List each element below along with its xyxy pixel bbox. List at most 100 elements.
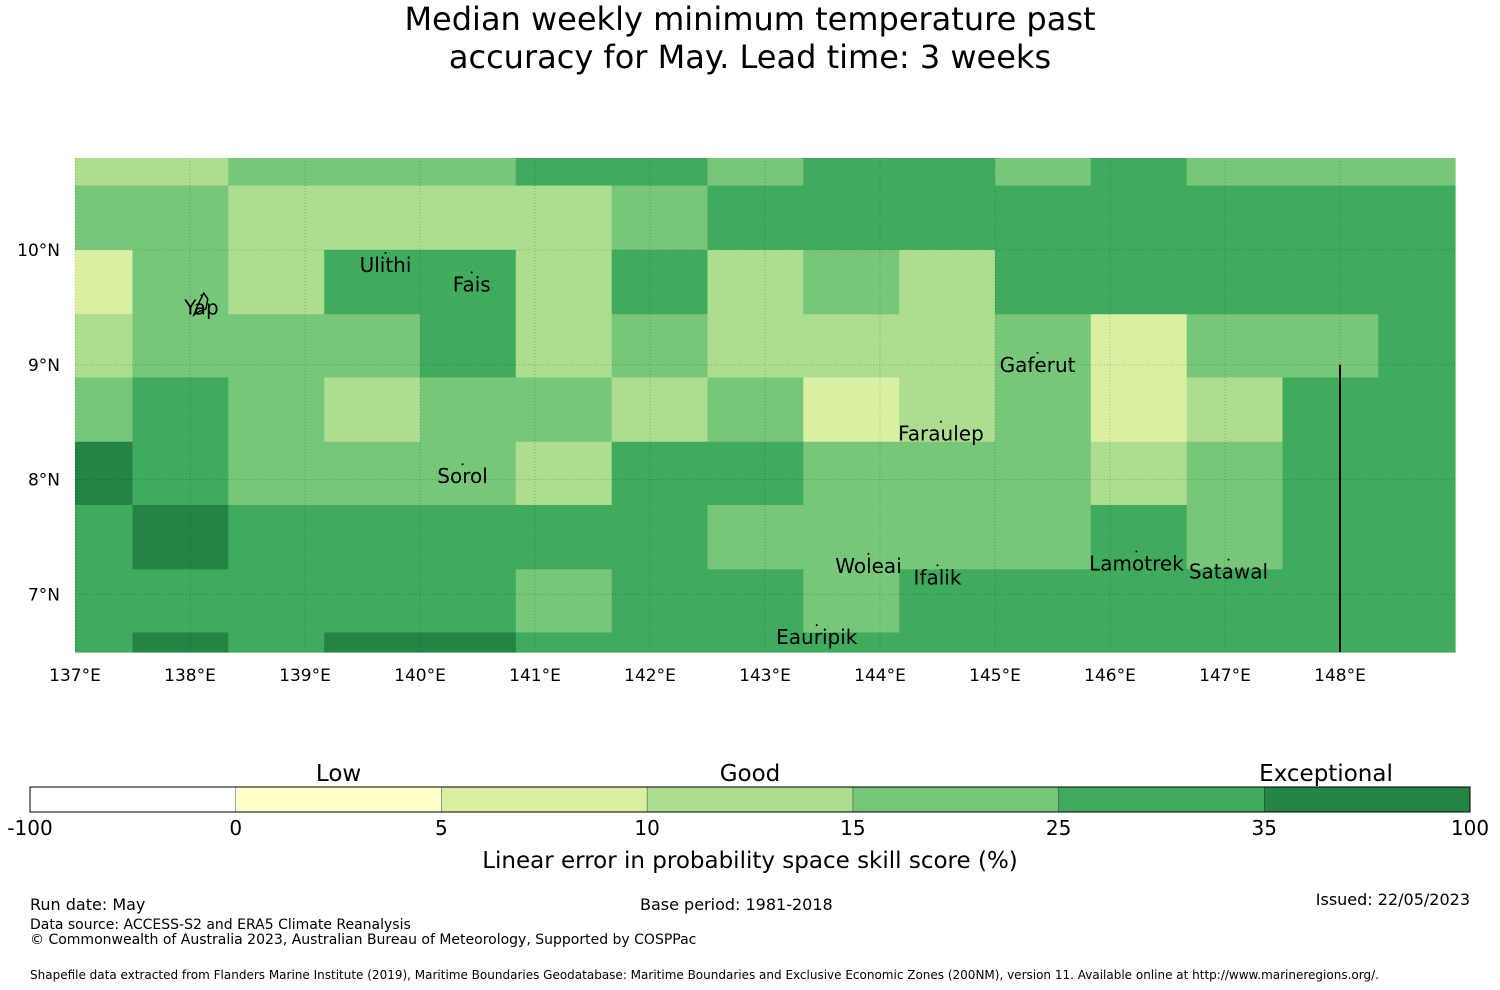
heatmap-cell <box>1090 314 1188 379</box>
heatmap-cell <box>803 377 900 443</box>
heatmap-cell <box>611 158 709 187</box>
heatmap-cell <box>1282 314 1379 379</box>
heatmap-cell <box>1282 185 1379 251</box>
heatmap-cell <box>707 504 804 570</box>
heatmap-cell <box>324 632 421 653</box>
heatmap-cell <box>611 441 709 506</box>
island-dot <box>1036 351 1039 354</box>
heatmap-cell <box>1186 377 1284 443</box>
heatmap-cell <box>75 377 134 443</box>
y-tick-label: 10°N <box>17 241 60 261</box>
heatmap-cell <box>75 158 134 187</box>
colorbar-tick-label: 0 <box>229 816 242 840</box>
issued-date: Issued: 22/05/2023 <box>1315 890 1470 909</box>
colorbar-axis-label: Linear error in probability space skill … <box>482 848 1018 874</box>
x-tick-label: 140°E <box>394 666 446 686</box>
heatmap-cell <box>611 569 709 634</box>
island-dot <box>384 251 387 254</box>
heatmap-cell <box>1282 158 1379 187</box>
base-period: Base period: 1981-2018 <box>640 895 833 914</box>
heatmap-cell <box>515 569 613 634</box>
heatmap-cell <box>803 569 900 634</box>
heatmap-cell <box>1090 504 1188 570</box>
heatmap-cell <box>1186 504 1284 570</box>
colorbar-segment <box>647 787 853 812</box>
colorbar-segment <box>852 787 1059 812</box>
island-label: Eauripik <box>776 625 858 649</box>
heatmap-cell <box>899 441 996 506</box>
colorbar-tick-label: 5 <box>435 816 448 840</box>
heatmap-cell <box>899 504 996 570</box>
heatmap-cell <box>1090 377 1188 443</box>
x-tick-label: 143°E <box>739 666 791 686</box>
heatmap-cell <box>228 569 325 634</box>
colorbar-category-label: Low <box>316 761 361 787</box>
heatmap-cell <box>1282 632 1379 653</box>
island-label: Faraulep <box>898 422 984 446</box>
x-tick-label: 145°E <box>969 666 1021 686</box>
heatmap-cell <box>803 504 900 570</box>
colorbar-tick-label: -100 <box>7 816 52 840</box>
heatmap-cell <box>1186 569 1284 634</box>
heatmap-cell <box>899 569 996 634</box>
heatmap-cell <box>324 185 421 251</box>
heatmap-cell <box>75 569 134 634</box>
heatmap-cell <box>420 377 517 443</box>
island-dot <box>461 463 464 466</box>
heatmap-cell <box>1282 249 1379 315</box>
heatmap-cell <box>899 314 996 379</box>
heatmap-cell <box>75 249 134 315</box>
colorbar-segment <box>1058 787 1265 812</box>
x-tick-label: 148°E <box>1314 666 1366 686</box>
heatmap-cell <box>1378 185 1456 251</box>
x-tick-label: 144°E <box>854 666 906 686</box>
heatmap-cell <box>228 441 325 506</box>
heatmap-cell <box>611 249 709 315</box>
heatmap-cell <box>1378 632 1456 653</box>
island-label: Fais <box>453 272 491 296</box>
y-tick-label: 7°N <box>28 586 60 606</box>
colorbar-segment <box>30 787 236 812</box>
x-tick-label: 139°E <box>279 666 331 686</box>
heatmap-cell <box>75 314 134 379</box>
island-dot <box>1227 558 1230 561</box>
colorbar-tick-label: 100 <box>1451 816 1489 840</box>
heatmap-cell <box>1186 249 1284 315</box>
heatmap-cell <box>420 314 517 379</box>
island-dot <box>200 294 203 297</box>
colorbar-tick-label: 10 <box>634 816 659 840</box>
island-label: Ulithi <box>360 253 412 277</box>
heatmap-cell <box>1090 632 1188 653</box>
heatmap-cell <box>228 314 325 379</box>
heatmap-cell <box>515 249 613 315</box>
y-tick-label: 9°N <box>28 356 60 376</box>
heatmap-cell <box>995 441 1092 506</box>
island-label: Lamotrek <box>1089 552 1184 576</box>
heatmap-cell <box>324 377 421 443</box>
title-line-2: accuracy for May. Lead time: 3 weeks <box>448 38 1052 76</box>
heatmap-cell <box>228 249 325 315</box>
heatmap-cell <box>228 377 325 443</box>
heatmap-cell <box>899 185 996 251</box>
colorbar-tick-label: 35 <box>1252 816 1277 840</box>
heatmap-cell <box>995 185 1092 251</box>
heatmap-cell <box>803 185 900 251</box>
heatmap-cell <box>899 249 996 315</box>
heatmap-cell <box>132 314 229 379</box>
heatmap-cell <box>1378 158 1456 187</box>
heatmap-cell <box>1282 569 1379 634</box>
heatmap-cell <box>1186 632 1284 653</box>
heatmap-cell <box>75 504 134 570</box>
heatmap-cell <box>75 441 134 506</box>
title-line-1: Median weekly minimum temperature past <box>404 0 1096 38</box>
heatmap-cell <box>324 441 421 506</box>
heatmap-cell <box>1282 504 1379 570</box>
heatmap-cell <box>803 441 900 506</box>
heatmap-cell <box>132 185 229 251</box>
heatmap-cell <box>1378 314 1456 379</box>
heatmap-cell <box>995 158 1092 187</box>
x-tick-label: 138°E <box>164 666 216 686</box>
heatmap-cell <box>420 632 517 653</box>
colorbar-tick-label: 15 <box>840 816 865 840</box>
